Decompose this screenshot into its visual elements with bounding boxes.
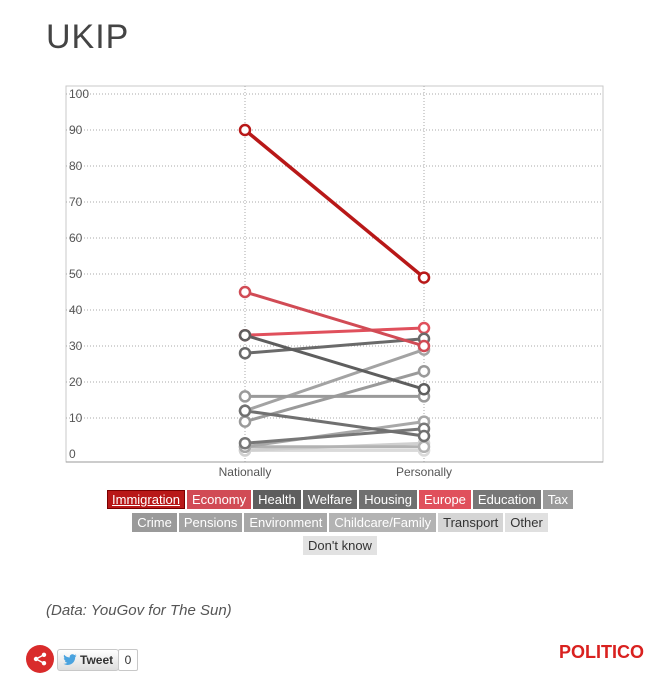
legend-row: Immigration Economy Health Welfare Housing Eu… [90, 490, 590, 509]
legend-item[interactable]: Housing [359, 490, 417, 509]
legend-item[interactable]: Education [472, 490, 541, 509]
legend-item[interactable]: Tax [542, 490, 573, 509]
series-line[interactable] [243, 128, 426, 279]
data-point[interactable] [238, 123, 252, 137]
y-tick-label: 80 [69, 159, 83, 173]
legend-item[interactable]: Economy [186, 490, 252, 509]
data-point[interactable] [238, 415, 252, 428]
twitter-bird-icon [63, 654, 77, 665]
legend-row: Don't know [90, 536, 590, 555]
legend-item[interactable]: Pensions [178, 513, 243, 532]
series-line[interactable] [244, 348, 425, 413]
data-point[interactable] [417, 429, 431, 443]
source-note: (Data: YouGov for The Sun) [46, 602, 232, 619]
x-tick-label: Personally [396, 465, 452, 479]
data-point[interactable] [238, 328, 252, 342]
data-point[interactable] [417, 364, 431, 378]
legend-item[interactable]: Environment [244, 513, 328, 532]
data-point[interactable] [417, 339, 431, 353]
share-button[interactable] [26, 645, 54, 673]
data-point[interactable] [238, 285, 252, 299]
slope-chart: 0 10 20 30 40 50 60 70 80 90 100 Nationally Personal… [65, 85, 604, 479]
legend-item[interactable]: Welfare [302, 490, 358, 509]
series-line[interactable] [244, 409, 425, 438]
chart-title: UKIP [46, 18, 130, 56]
y-tick-label: 0 [69, 447, 76, 461]
series-line[interactable] [244, 290, 425, 348]
legend-item[interactable]: Health [253, 490, 301, 509]
legend-item[interactable]: Immigration [107, 490, 185, 509]
data-point[interactable] [417, 271, 431, 284]
tweet-count: 0 [118, 649, 138, 671]
y-tick-label: 10 [69, 411, 83, 425]
legend-item[interactable]: Europe [418, 490, 471, 509]
data-point[interactable] [238, 346, 252, 360]
y-tick-label: 90 [69, 123, 83, 137]
data-point[interactable] [238, 436, 252, 450]
series-line[interactable] [244, 420, 425, 449]
legend: Immigration Economy Health Welfare Housing Eu… [90, 490, 590, 559]
legend-item[interactable]: Don't know [303, 536, 377, 555]
legend-item[interactable]: Crime [132, 513, 177, 532]
tweet-label: Tweet [80, 653, 114, 667]
y-tick-label: 100 [69, 87, 89, 101]
data-point[interactable] [238, 390, 252, 403]
legend-item[interactable]: Transport [438, 513, 504, 532]
y-tick-label: 70 [69, 195, 83, 209]
politico-logo: POLITICO [559, 642, 644, 662]
data-point[interactable] [417, 440, 431, 454]
y-tick-label: 60 [69, 231, 83, 245]
y-tick-label: 30 [69, 339, 83, 353]
share-icon [33, 652, 47, 666]
x-tick-label: Nationally [219, 465, 272, 479]
series-line[interactable] [244, 333, 425, 391]
data-point[interactable] [238, 404, 252, 418]
series-line[interactable] [244, 326, 425, 337]
legend-row: Crime Pensions Environment Childcare/Family… [90, 513, 590, 532]
series-line[interactable] [244, 337, 425, 355]
y-tick-label: 20 [69, 375, 83, 389]
y-tick-label: 50 [69, 267, 83, 281]
y-tick-label: 40 [69, 303, 83, 317]
legend-item[interactable]: Childcare/Family [329, 513, 437, 532]
tweet-button[interactable]: Tweet [57, 649, 120, 671]
data-point[interactable] [417, 321, 431, 335]
data-point[interactable] [417, 382, 431, 396]
legend-item[interactable]: Other [505, 513, 548, 532]
